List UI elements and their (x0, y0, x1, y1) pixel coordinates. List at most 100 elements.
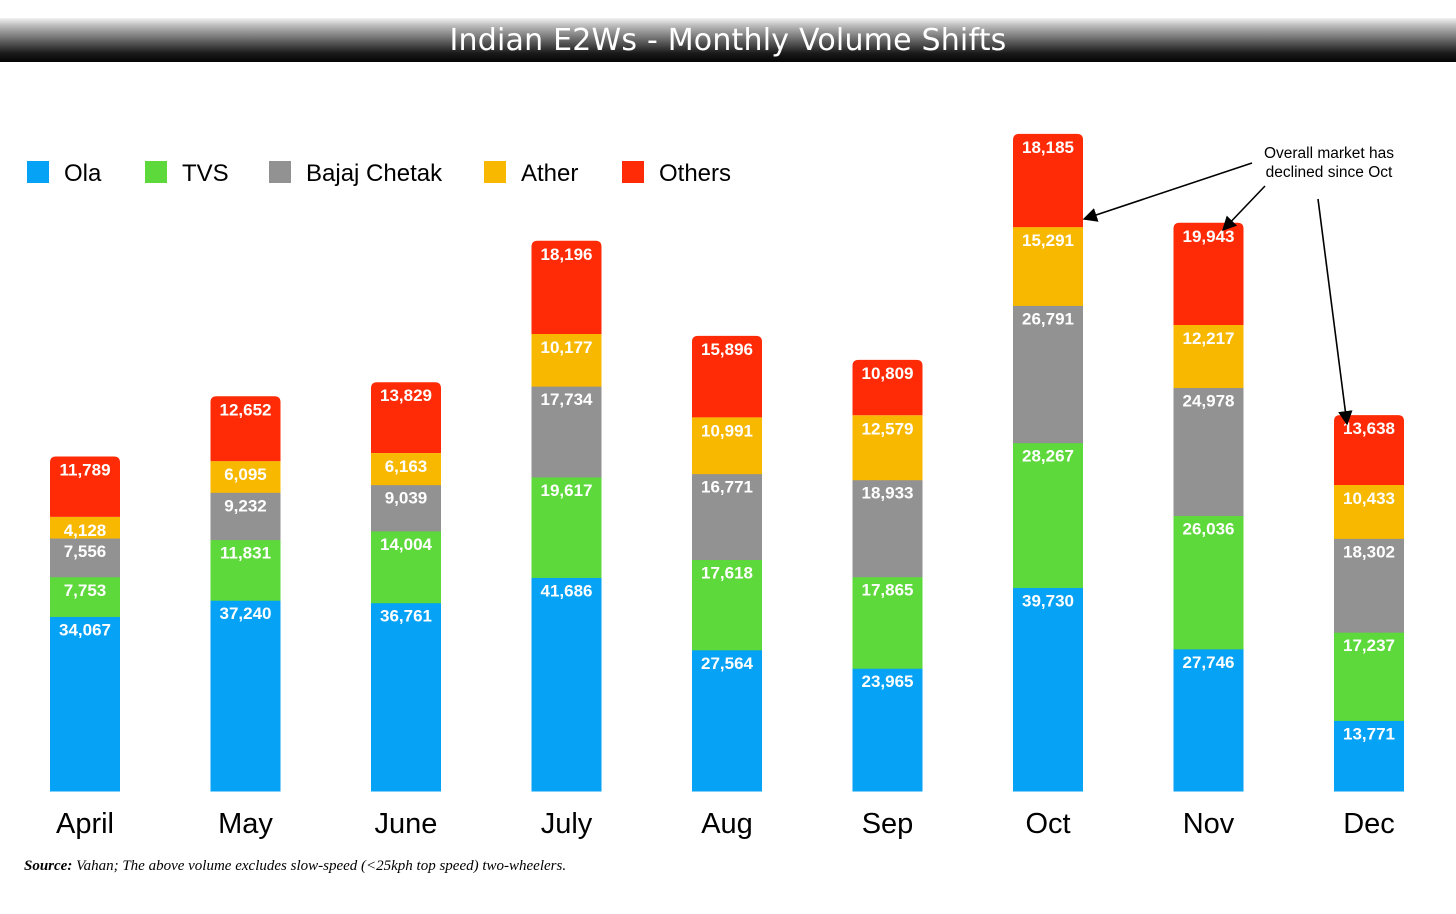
segment-sep-ather: 12,579 (852, 415, 923, 481)
segment-nov-bajaj-chetak: 24,978 (1173, 387, 1244, 516)
bar-april: 34,067 7,753 7,556 4,128 11,789 (50, 456, 120, 792)
segment-sep-ola: 23,965 (852, 668, 923, 792)
segment-dec-tvs: 17,237 (1334, 632, 1404, 721)
segment-aug-bajaj-chetak: 16,771 (692, 473, 762, 561)
data-label: 16,771 (701, 478, 753, 497)
segment-april-ola: 34,067 (50, 616, 120, 792)
segment-june-ola: 36,761 (371, 602, 441, 792)
data-label: 10,433 (1343, 489, 1395, 508)
data-label: 6,163 (385, 457, 428, 476)
category-label-aug: Aug (701, 808, 753, 840)
segment-aug-others: 15,896 (692, 335, 762, 418)
legend-swatch (622, 161, 644, 183)
bar-rect (692, 649, 762, 792)
legend-swatch (27, 161, 49, 183)
bar-rect (1334, 538, 1404, 633)
segment-april-tvs: 7,753 (50, 576, 120, 617)
segment-sep-bajaj-chetak: 18,933 (852, 479, 923, 578)
data-label: 14,004 (380, 535, 433, 554)
data-label: 17,734 (541, 390, 594, 409)
data-label: 13,771 (1343, 724, 1395, 743)
data-label: 23,965 (862, 672, 914, 691)
legend-swatch (484, 161, 506, 183)
data-label: 26,791 (1022, 309, 1074, 328)
data-label: 15,291 (1022, 231, 1074, 250)
category-label-july: July (541, 808, 593, 840)
annotation-arrow-oct (1082, 162, 1253, 222)
bar-rect (1334, 484, 1404, 539)
data-label: 11,789 (59, 461, 110, 480)
bar-rect (692, 559, 762, 651)
data-label: 18,302 (1343, 542, 1395, 561)
legend-item-bajaj-chetak: Bajaj Chetak (269, 160, 443, 187)
bar-rect (852, 576, 923, 669)
bar-rect (50, 456, 120, 517)
bar-rect (210, 396, 281, 462)
bar-dec: 13,771 17,237 18,302 10,433 13,638 (1334, 415, 1404, 792)
bar-rect (371, 453, 441, 486)
category-label-april: April (56, 808, 114, 840)
bar-rect (50, 616, 120, 792)
bar-rect (1334, 720, 1404, 792)
segment-july-tvs: 19,617 (531, 476, 602, 578)
segment-april-others: 11,789 (50, 456, 120, 517)
legend-swatch (145, 161, 167, 183)
segment-aug-ola: 27,564 (692, 649, 762, 792)
data-label: 17,865 (862, 581, 914, 600)
segment-oct-bajaj-chetak: 26,791 (1013, 305, 1083, 444)
data-label: 10,809 (862, 364, 914, 383)
category-label-oct: Oct (1025, 808, 1070, 840)
segment-july-bajaj-chetak: 17,734 (531, 386, 602, 478)
bar-rect (1334, 415, 1404, 485)
bars: 34,067 7,753 7,556 4,128 11,789 37,240 11,831 9… (50, 133, 1404, 792)
legend-label: Others (659, 160, 731, 187)
bar-july: 41,686 19,617 17,734 10,177 18,196 (531, 240, 602, 792)
bar-rect (1013, 587, 1083, 792)
bar-may: 37,240 11,831 9,232 6,095 12,652 (210, 396, 281, 792)
data-label: 17,618 (701, 564, 753, 583)
segment-july-ola: 41,686 (531, 577, 602, 792)
data-label: 10,177 (541, 338, 593, 357)
data-label: 27,746 (1183, 653, 1235, 672)
segment-dec-others: 13,638 (1334, 415, 1404, 485)
segment-june-tvs: 14,004 (371, 530, 441, 604)
bar-rect (1334, 632, 1404, 721)
data-label: 18,933 (862, 484, 914, 503)
segment-dec-bajaj-chetak: 18,302 (1334, 538, 1404, 633)
data-label: 19,943 (1183, 227, 1235, 246)
segment-sep-others: 10,809 (852, 359, 923, 416)
title-bar: Indian E2Ws - Monthly Volume Shifts (0, 18, 1456, 62)
data-label: 39,730 (1022, 591, 1074, 610)
annotation-text-line-1: Overall market has (1264, 145, 1394, 162)
bar-rect (531, 577, 602, 792)
data-label: 27,564 (701, 654, 754, 673)
legend-item-ather: Ather (484, 160, 578, 187)
data-label: 17,237 (1343, 636, 1395, 655)
bar-aug: 27,564 17,618 16,771 10,991 15,896 (692, 335, 762, 792)
annotation-arrow-dec (1317, 198, 1353, 426)
segment-nov-ather: 12,217 (1173, 324, 1244, 389)
data-label: 7,556 (64, 542, 107, 561)
source-text: Vahan; The above volume excludes slow-sp… (76, 858, 567, 874)
data-label: 28,267 (1022, 447, 1074, 466)
bar-rect (1173, 222, 1244, 325)
data-label: 9,232 (224, 496, 267, 515)
segment-july-ather: 10,177 (531, 333, 602, 387)
data-label: 36,761 (380, 607, 432, 626)
segment-sep-tvs: 17,865 (852, 576, 923, 669)
legend-label: Ola (64, 160, 102, 187)
segment-nov-ola: 27,746 (1173, 648, 1244, 792)
bar-rect (1013, 227, 1083, 306)
legend-label: TVS (182, 160, 229, 187)
chart-title: Indian E2Ws - Monthly Volume Shifts (449, 22, 1007, 58)
segment-oct-ola: 39,730 (1013, 587, 1083, 792)
data-label: 12,217 (1183, 329, 1235, 348)
bar-rect (1173, 515, 1244, 650)
bar-rect (1013, 305, 1083, 444)
bar-rect (371, 602, 441, 792)
source-prefix: Source: (24, 858, 73, 874)
category-labels: April May June July Aug Sep Oct Nov Dec (56, 808, 1395, 840)
data-label: 15,896 (701, 340, 753, 359)
data-label: 12,579 (862, 419, 914, 438)
bar-rect (371, 382, 441, 454)
